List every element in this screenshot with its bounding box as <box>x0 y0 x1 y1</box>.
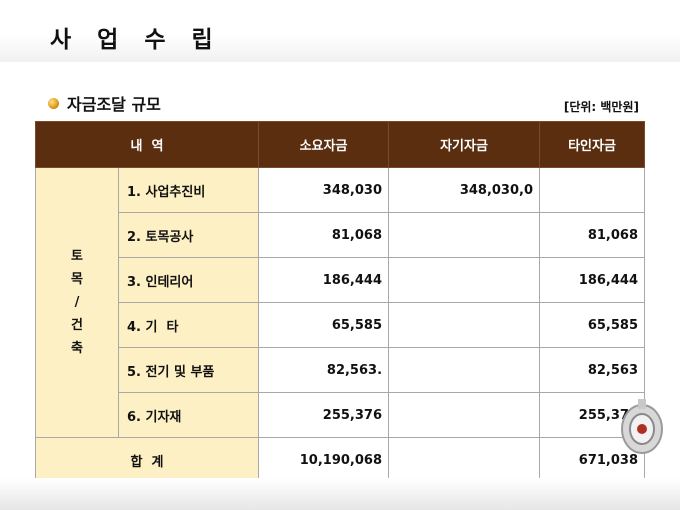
item-label: 5. 전기 및 부품 <box>117 347 260 393</box>
required-value: 65,585 <box>258 302 390 348</box>
section-title: 자금조달 규모 <box>67 95 161 114</box>
item-label: 2. 토목공사 <box>117 212 260 258</box>
total-external: 671,038 <box>539 437 646 483</box>
required-value: 81,068 <box>258 212 390 258</box>
total-own <box>388 437 541 483</box>
required-value: 82,563. <box>258 347 390 393</box>
required-value: 186,444 <box>258 257 390 303</box>
page-title: 사 업 수 립 <box>50 27 222 53</box>
funding-table: 내 역 소요자금 자기자금 타인자금 토 목 / 건 축 1. 사업추진비 34… <box>34 121 646 483</box>
external-value: 186,444 <box>539 257 646 303</box>
own-value <box>388 302 541 348</box>
category-cell: 토 목 / 건 축 <box>35 167 119 438</box>
unit-label: [단위: 백만원] <box>563 100 639 114</box>
table-row: 4. 기 타 65,585 65,585 <box>36 302 646 348</box>
table-row: 2. 토목공사 81,068 81,068 <box>36 212 646 258</box>
section-heading: 자금조달 규모 <box>48 93 161 114</box>
own-value <box>388 347 541 393</box>
table-row: 토 목 / 건 축 1. 사업추진비 348,030 348,030,0 <box>35 167 646 438</box>
external-value: 65,585 <box>539 302 646 348</box>
header-own: 자기자금 <box>388 121 541 168</box>
external-value: 81,068 <box>539 212 646 258</box>
table-row: 6. 기자재 255,376 255,376 <box>36 392 646 438</box>
header-description: 내 역 <box>34 121 260 168</box>
category-char: 목 <box>71 272 83 287</box>
table-row: 3. 인테리어 186,444 186,444 <box>36 257 646 303</box>
category-char: 축 <box>71 341 83 356</box>
required-value: 348,030 <box>258 167 390 213</box>
category-char: / <box>74 295 80 310</box>
category-char: 건 <box>71 318 83 333</box>
external-value: 82,563 <box>539 347 646 393</box>
footer-band <box>0 478 680 510</box>
own-value <box>388 257 541 303</box>
total-row: 합 계 10,190,068 671,038 <box>34 437 646 483</box>
decorative-ornament-icon <box>621 399 663 454</box>
required-value: 255,376 <box>258 392 390 438</box>
table-row: 5. 전기 및 부품 82,563. 82,563 <box>36 347 646 393</box>
own-value <box>388 392 541 438</box>
table-header-row: 내 역 소요자금 자기자금 타인자금 <box>34 121 646 168</box>
own-value: 348,030,0 <box>388 167 541 213</box>
title-band <box>0 0 680 62</box>
bullet-icon <box>48 97 59 109</box>
header-external: 타인자금 <box>539 121 646 168</box>
header-required: 소요자금 <box>258 121 390 168</box>
item-label: 1. 사업추진비 <box>117 167 260 213</box>
category-char: 토 <box>71 249 83 264</box>
item-label: 3. 인테리어 <box>117 257 260 303</box>
item-label: 6. 기자재 <box>117 392 260 438</box>
external-value <box>539 167 646 213</box>
total-required: 10,190,068 <box>258 437 390 483</box>
own-value <box>388 212 541 258</box>
total-label: 합 계 <box>34 437 260 483</box>
item-label: 4. 기 타 <box>117 302 260 348</box>
